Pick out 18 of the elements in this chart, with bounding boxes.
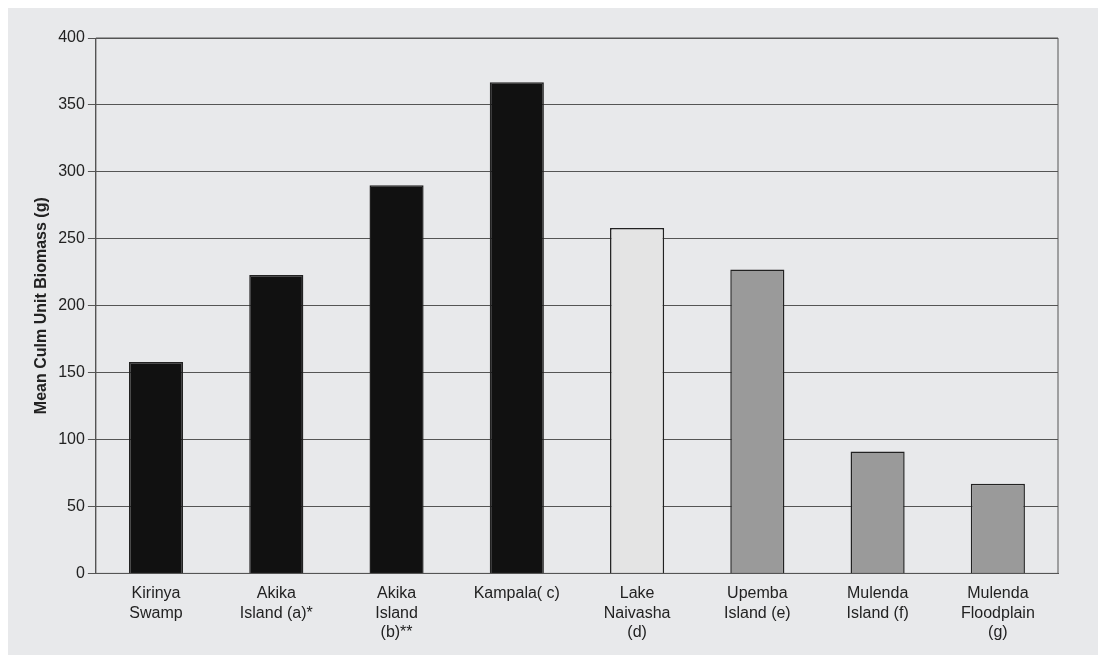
- y-tick-label: 300: [58, 162, 85, 180]
- y-axis-title: Mean Culm Unit Biomass (g): [32, 197, 50, 415]
- x-tick-label: Mulenda Island (f): [846, 584, 909, 621]
- y-tick-label: 400: [58, 28, 85, 46]
- y-tick-label: 350: [58, 95, 85, 113]
- x-tick-label: Kirinya Swamp: [129, 584, 183, 621]
- x-tick-label: Lake Naivasha (d): [603, 584, 671, 640]
- x-tick-label: Kampala( c): [473, 584, 560, 602]
- y-tick-label: 0: [75, 563, 85, 581]
- y-tick-label: 100: [58, 429, 85, 447]
- x-tick-label: Upemba Island (e): [723, 584, 791, 621]
- x-tick-label: Akika Island (a)*: [239, 584, 313, 621]
- y-tick-label: 250: [58, 229, 85, 247]
- y-tick-label: 200: [58, 296, 85, 314]
- y-tick-label: 50: [67, 496, 85, 514]
- x-tick-label: Akika Island (b)**: [375, 584, 418, 640]
- x-tick-label: Mulenda Floodplain (g): [960, 584, 1035, 640]
- y-tick-label: 150: [58, 363, 85, 381]
